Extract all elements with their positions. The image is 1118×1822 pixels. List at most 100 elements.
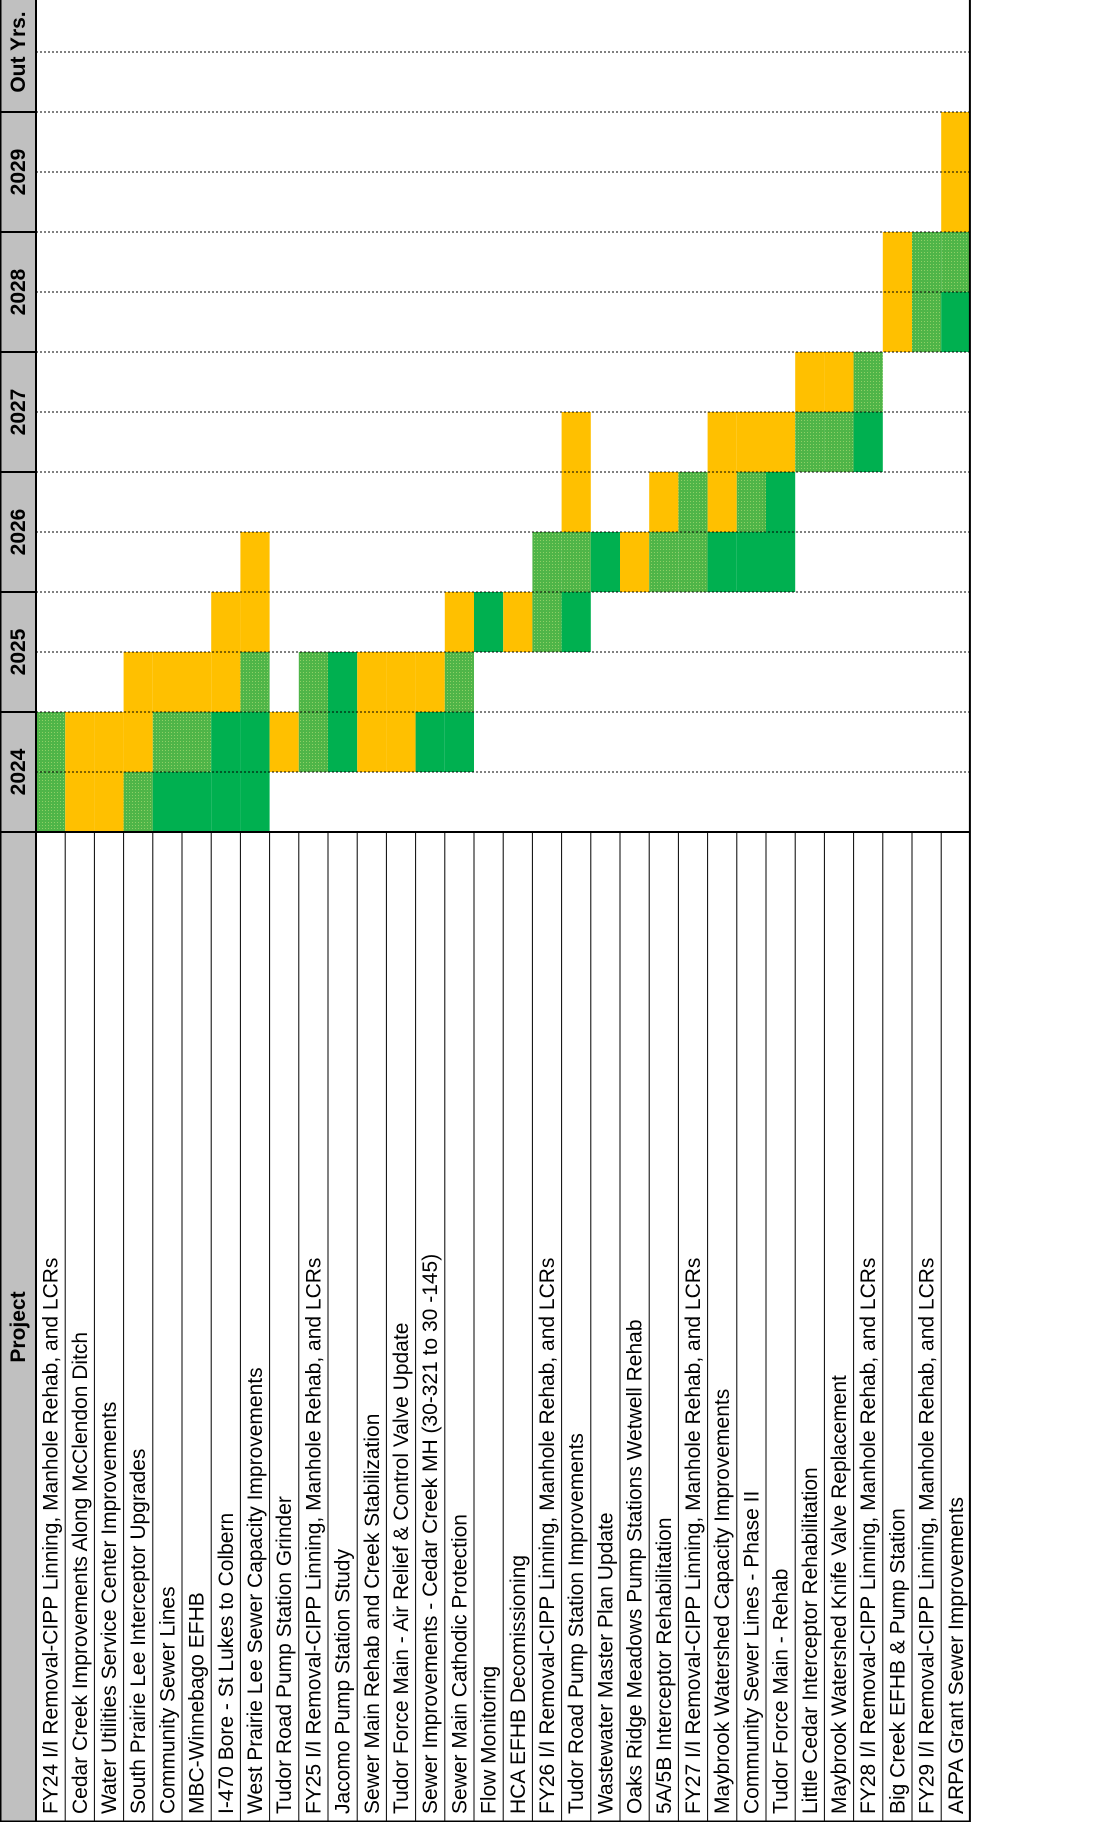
project-label: FY28 I/I Removal-CIPP Linning, Manhole R… bbox=[857, 1258, 880, 1814]
schedule-cell bbox=[824, 412, 854, 472]
schedule-cell bbox=[532, 532, 562, 592]
schedule-cell bbox=[736, 472, 766, 532]
schedule-cell bbox=[941, 292, 971, 352]
header-year: 2029 bbox=[7, 149, 30, 196]
project-label: Flow Monitoring bbox=[478, 1666, 501, 1814]
schedule-cell bbox=[182, 652, 212, 712]
schedule-cell bbox=[415, 712, 445, 772]
schedule-cell bbox=[444, 592, 474, 652]
project-label: ARPA Grant Sewer Improvements bbox=[945, 1497, 968, 1814]
schedule-cell bbox=[328, 652, 358, 712]
project-label: FY24 I/I Removal-CIPP Linning, Manhole R… bbox=[40, 1258, 63, 1814]
project-label: Water Utilities Service Center Improveme… bbox=[98, 1402, 121, 1814]
schedule-cell bbox=[415, 652, 445, 712]
schedule-cell bbox=[941, 232, 971, 292]
schedule-cell bbox=[211, 592, 241, 652]
project-label: Cedar Creek Improvements Along McClendon… bbox=[69, 1332, 92, 1814]
schedule-cell bbox=[240, 772, 270, 832]
project-label: Wastewater Master Plan Update bbox=[594, 1512, 617, 1814]
project-label: Big Creek EFHB & Pump Station bbox=[886, 1508, 909, 1814]
schedule-cell bbox=[152, 712, 183, 772]
header-year: 2027 bbox=[7, 389, 30, 436]
schedule-cell bbox=[386, 712, 416, 772]
project-label: FY27 I/I Removal-CIPP Linning, Manhole R… bbox=[682, 1258, 705, 1814]
project-label: Maybrook Watershed Capacity Improvements bbox=[711, 1389, 734, 1814]
project-label: Community Sewer Lines - Phase II bbox=[740, 1491, 763, 1814]
grid-lines bbox=[0, 0, 971, 1822]
schedule-cell bbox=[269, 712, 299, 772]
project-label: FY26 I/I Removal-CIPP Linning, Manhole R… bbox=[536, 1258, 559, 1814]
header-year: 2024 bbox=[7, 748, 30, 795]
schedule-cells bbox=[36, 112, 971, 832]
schedule-cell bbox=[474, 592, 504, 652]
schedule-cell bbox=[882, 292, 912, 352]
schedule-cell bbox=[649, 532, 679, 592]
schedule-cell bbox=[707, 532, 737, 592]
project-label: HCA EFHB Decomissioning bbox=[507, 1555, 530, 1814]
schedule-cell bbox=[941, 172, 971, 232]
project-label: Sewer Main Cathodic Protection bbox=[448, 1514, 471, 1814]
schedule-cell bbox=[298, 652, 328, 712]
project-label: MBC-Winnebago EFHB bbox=[186, 1592, 209, 1814]
schedule-cell bbox=[736, 412, 766, 472]
header-year: 2026 bbox=[7, 509, 30, 556]
schedule-cell bbox=[853, 352, 883, 412]
project-label: I-470 Bore - St Lukes to Colbern bbox=[215, 1513, 238, 1814]
schedule-cell bbox=[882, 232, 912, 292]
schedule-cell bbox=[357, 712, 387, 772]
schedule-cell bbox=[152, 772, 183, 832]
project-label: West Prairie Lee Sewer Capacity Improvem… bbox=[244, 1367, 267, 1814]
schedule-cell bbox=[678, 472, 708, 532]
project-label: Tudor Road Pump Station Grinder bbox=[273, 1496, 296, 1814]
project-label: Sewer Improvements - Cedar Creek MH (30-… bbox=[419, 1254, 442, 1814]
schedule-cell bbox=[36, 712, 66, 772]
schedule-cell bbox=[357, 652, 387, 712]
schedule-cell bbox=[912, 292, 942, 352]
schedule-cell bbox=[444, 652, 474, 712]
header-year: 2028 bbox=[7, 268, 30, 315]
project-label: Jacomo Pump Station Study bbox=[332, 1549, 355, 1814]
schedule-cell bbox=[912, 232, 942, 292]
schedule-cell bbox=[620, 532, 650, 592]
schedule-cell bbox=[152, 652, 183, 712]
project-label: FY25 I/I Removal-CIPP Linning, Manhole R… bbox=[302, 1258, 325, 1814]
header-arrow: → bbox=[0, 645, 1, 659]
schedule-cell bbox=[590, 532, 620, 592]
schedule-cell bbox=[240, 532, 270, 592]
schedule-cell bbox=[766, 472, 796, 532]
header-year: 2025 bbox=[7, 628, 30, 675]
project-label: FY29 I/I Removal-CIPP Linning, Manhole R… bbox=[916, 1258, 939, 1814]
schedule-cell bbox=[328, 712, 358, 772]
labels: Project 2024 2025 2026 2027 2028 2029 Out Yrs. →… bbox=[0, 11, 968, 1814]
schedule-cell bbox=[561, 532, 591, 592]
project-label: Tudor Force Main - Rehab bbox=[770, 1569, 793, 1815]
schedule-cell bbox=[182, 712, 212, 772]
project-label: Tudor Force Main - Air Relief & Control … bbox=[390, 1323, 413, 1814]
schedule-cell bbox=[94, 772, 124, 832]
schedule-cell bbox=[561, 412, 591, 472]
schedule-cell bbox=[707, 472, 737, 532]
schedule-cell bbox=[736, 532, 766, 592]
schedule-cell bbox=[561, 472, 591, 532]
schedule-cell bbox=[386, 652, 416, 712]
schedule-cell bbox=[240, 652, 270, 712]
project-label: Community Sewer Lines bbox=[156, 1586, 179, 1814]
schedule-cell bbox=[766, 412, 796, 472]
project-label: Oaks Ridge Meadows Pump Stations Wetwell… bbox=[624, 1319, 647, 1814]
header-row-bg bbox=[0, 0, 36, 1822]
schedule-cell bbox=[65, 772, 95, 832]
schedule-cell bbox=[211, 652, 241, 712]
schedule-cell bbox=[853, 412, 883, 472]
project-label: Sewer Main Rehab and Creek Stabilization bbox=[361, 1414, 384, 1814]
schedule-cell bbox=[444, 712, 474, 772]
schedule-cell bbox=[795, 352, 825, 412]
schedule-cell bbox=[503, 592, 533, 652]
schedule-cell bbox=[532, 592, 562, 652]
schedule-cell bbox=[182, 772, 212, 832]
schedule-cell bbox=[123, 652, 153, 712]
schedule-cell bbox=[824, 352, 854, 412]
schedule-cell bbox=[298, 712, 328, 772]
header-year: Out Yrs. bbox=[7, 11, 30, 92]
